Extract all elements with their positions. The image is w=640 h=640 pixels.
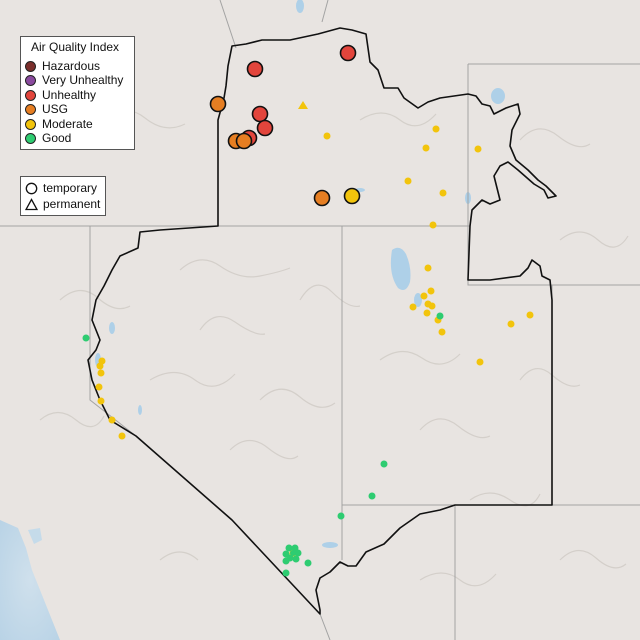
walker-lake <box>138 405 142 415</box>
legend-label: temporary <box>43 181 98 195</box>
legend-label: Good <box>42 131 72 145</box>
legend-label: Unhealthy <box>42 88 97 102</box>
usg-swatch <box>25 103 36 115</box>
region-outline <box>87 27 557 615</box>
triangle-icon <box>25 197 38 210</box>
legend-label: Hazardous <box>42 59 101 73</box>
legend-item-usg: USG <box>25 102 68 116</box>
legend-item-very-unhealthy: Very Unhealthy <box>25 73 123 87</box>
legend-label: Very Unhealthy <box>42 73 124 87</box>
lake-mead <box>322 542 338 548</box>
legend-label: Moderate <box>42 117 93 131</box>
unhealthy-swatch <box>25 89 36 101</box>
permanent-station-triangle <box>298 101 308 109</box>
legend-item-unhealthy: Unhealthy <box>25 88 96 102</box>
great-salt-lake <box>390 247 411 290</box>
hazardous-swatch <box>25 60 36 72</box>
legend-title: Air Quality Index <box>31 40 120 54</box>
legend-label: USG <box>42 102 69 116</box>
utah-lake <box>414 293 422 307</box>
lakes <box>95 0 505 548</box>
circle-icon <box>25 182 38 194</box>
temporary-stations <box>209 44 361 207</box>
sf-bay <box>28 528 42 544</box>
legend-item-moderate: Moderate <box>25 117 93 131</box>
legend-item-temporary: temporary <box>25 181 97 195</box>
very-unhealthy-swatch <box>25 74 36 86</box>
good-stations <box>82 312 444 577</box>
legend-item-good: Good <box>25 131 71 145</box>
yellowstone-lake <box>491 88 505 104</box>
station-type-legend: temporary permanent <box>20 176 106 216</box>
pacific-ocean <box>0 520 60 640</box>
moderate-stations <box>95 125 534 557</box>
moderate-swatch <box>25 118 36 130</box>
legend-item-hazardous: Hazardous <box>25 59 100 73</box>
legend-label: permanent <box>43 197 101 211</box>
good-swatch <box>25 132 36 144</box>
pyramid-lake <box>109 322 115 334</box>
legend-item-permanent: permanent <box>25 197 100 211</box>
flathead-lake <box>296 0 304 13</box>
aqi-legend: Air Quality Index Hazardous Very Unhealt… <box>20 36 135 150</box>
